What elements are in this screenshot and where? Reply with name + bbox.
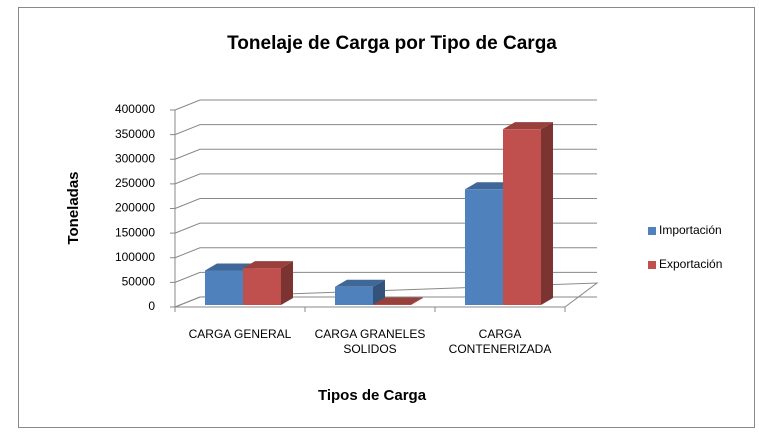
bar-front [335, 286, 373, 305]
bar-side [541, 122, 553, 306]
bar-top [243, 261, 293, 269]
x-axis-title: Tipos de Carga [318, 387, 427, 404]
x-tick-label: CARGA GRANELES SOLIDOS [314, 327, 426, 356]
bar-top [503, 122, 553, 130]
grid-line [174, 99, 597, 111]
y-axis-title: Toneladas [65, 171, 82, 244]
legend-swatch [648, 261, 656, 269]
bar-top [465, 182, 515, 190]
x-tick-label: CARGA GENERAL [188, 327, 292, 341]
legend-label: Exportación [659, 257, 722, 271]
bar-front [205, 270, 243, 305]
y-tick-label: 400000 [115, 102, 155, 116]
bar [503, 122, 553, 306]
bar-front [465, 189, 503, 305]
bar-top [373, 297, 423, 305]
bar-top [335, 279, 385, 287]
y-tick-label: 50000 [122, 275, 156, 289]
grid-line [174, 296, 597, 308]
bar-side [411, 297, 423, 305]
legend-swatch [648, 227, 656, 235]
bar-front [503, 129, 541, 305]
y-tick-label: 100000 [115, 250, 155, 264]
x-tick-label: CARGA CONTENERIZADA [448, 327, 552, 356]
chart-border [18, 7, 755, 428]
bar [373, 297, 423, 306]
grid-line [174, 124, 597, 136]
grid-line [174, 198, 597, 209]
bar-side [373, 279, 385, 305]
y-tick-label: 0 [148, 299, 155, 313]
y-tick-label: 300000 [115, 151, 155, 165]
grid-line [174, 173, 597, 185]
legend-label: Importación [659, 223, 722, 237]
bar-front [243, 268, 281, 305]
y-tick-label: 150000 [115, 225, 155, 239]
grid-line [174, 271, 597, 283]
bar-side [281, 261, 293, 305]
bar-top [205, 263, 255, 271]
grid-line [174, 222, 597, 234]
bar-front [373, 304, 411, 306]
y-tick-label: 200000 [115, 201, 155, 215]
bar [335, 279, 385, 305]
bar [243, 261, 293, 305]
y-tick-label: 250000 [115, 176, 155, 190]
y-tick-label: 350000 [115, 127, 155, 141]
grid-line [174, 247, 597, 259]
chart-title: Tonelaje de Carga por Tipo de Carga [227, 33, 557, 54]
grid-line [174, 148, 597, 160]
